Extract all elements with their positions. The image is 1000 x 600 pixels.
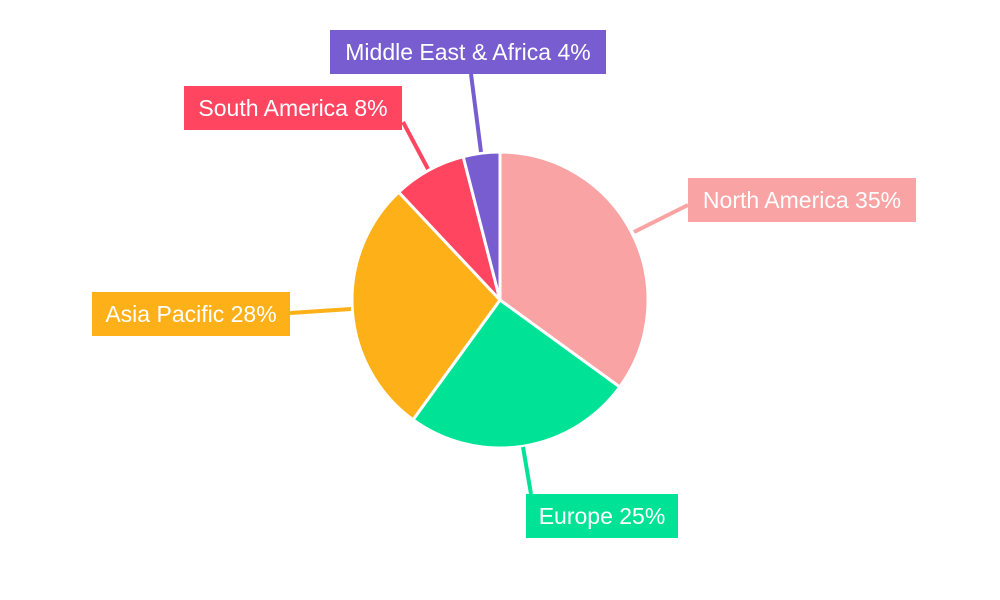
leader-line bbox=[521, 446, 533, 495]
data-label: Asia Pacific 28% bbox=[105, 301, 276, 327]
data-label-box bbox=[92, 292, 290, 336]
leader-line bbox=[469, 73, 483, 153]
data-label: Europe 25% bbox=[539, 503, 666, 529]
data-label-box bbox=[330, 30, 606, 74]
data-label: South America 8% bbox=[198, 95, 387, 121]
pie-slice-north-america[interactable] bbox=[498, 150, 650, 390]
leader-line bbox=[633, 203, 689, 234]
data-label-box bbox=[526, 494, 678, 538]
data-label-box bbox=[688, 178, 916, 222]
data-label: Middle East & Africa 4% bbox=[345, 39, 590, 65]
leader-line bbox=[289, 307, 352, 315]
pie-slice-middle-east-africa[interactable] bbox=[461, 150, 502, 301]
data-label: North America 35% bbox=[703, 187, 901, 213]
leader-line bbox=[401, 121, 430, 170]
data-label-box bbox=[184, 86, 402, 130]
pie-slice-asia-pacific[interactable] bbox=[350, 189, 502, 422]
pie-slice-europe[interactable] bbox=[410, 297, 622, 450]
